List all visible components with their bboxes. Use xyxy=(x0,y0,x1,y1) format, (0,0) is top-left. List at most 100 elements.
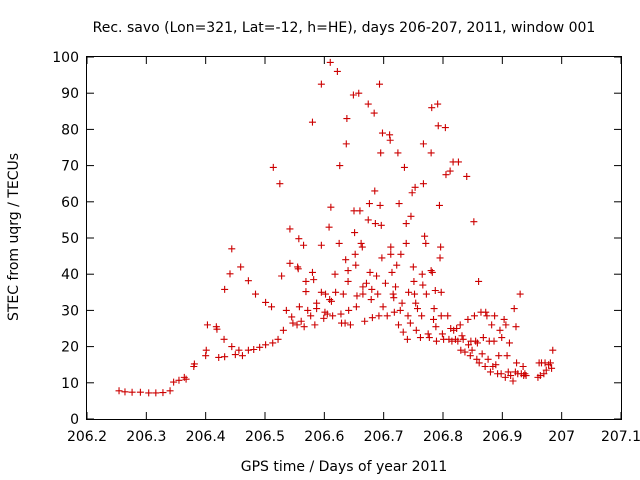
data-point xyxy=(412,326,420,334)
data-point xyxy=(353,292,361,300)
data-point xyxy=(352,261,360,269)
x-tick-label: 206.2 xyxy=(67,429,107,445)
data-point xyxy=(402,239,410,247)
data-point xyxy=(175,376,183,384)
data-point xyxy=(310,276,318,284)
y-tick-label: 20 xyxy=(61,340,79,356)
data-point xyxy=(297,317,305,325)
data-point xyxy=(389,290,397,298)
data-point xyxy=(481,363,489,371)
data-point xyxy=(332,288,340,296)
data-point xyxy=(274,335,282,343)
data-point xyxy=(398,299,406,307)
data-point xyxy=(221,285,229,293)
data-point xyxy=(295,303,303,311)
x-tick-label: 206.3 xyxy=(126,429,166,445)
data-point xyxy=(396,306,404,314)
data-point xyxy=(307,312,315,320)
data-point xyxy=(486,368,494,376)
data-point xyxy=(446,167,454,175)
data-point xyxy=(394,149,402,157)
data-point xyxy=(343,115,351,123)
data-point xyxy=(375,312,383,320)
data-point xyxy=(397,250,405,258)
data-point xyxy=(350,207,358,215)
x-tick-label: 206.7 xyxy=(364,429,404,445)
data-point xyxy=(501,373,509,381)
data-point xyxy=(549,346,557,354)
data-point xyxy=(411,290,419,298)
data-point xyxy=(419,281,427,289)
y-tick-label: 0 xyxy=(70,412,79,428)
data-point xyxy=(463,172,471,180)
data-point xyxy=(170,378,178,386)
data-point xyxy=(203,321,211,329)
data-point xyxy=(368,314,376,322)
data-point xyxy=(367,296,375,304)
data-point xyxy=(286,225,294,233)
data-point xyxy=(519,363,527,371)
data-point xyxy=(308,118,316,126)
data-point xyxy=(269,163,277,171)
data-point xyxy=(504,368,512,376)
data-point xyxy=(289,319,297,327)
data-point xyxy=(300,323,308,331)
data-point xyxy=(521,370,529,378)
x-tick-label: 207 xyxy=(548,429,575,445)
data-point xyxy=(393,261,401,269)
data-point xyxy=(136,388,144,396)
data-point xyxy=(402,220,410,228)
x-tick-label: 206.6 xyxy=(304,429,344,445)
data-point xyxy=(454,158,462,166)
data-point xyxy=(492,361,500,369)
data-point xyxy=(448,337,456,345)
data-point xyxy=(282,306,290,314)
data-point xyxy=(362,279,370,287)
data-point xyxy=(408,189,416,197)
data-point xyxy=(454,337,462,345)
data-point xyxy=(381,279,389,287)
data-point xyxy=(295,235,303,243)
data-point xyxy=(395,321,402,329)
data-point xyxy=(465,341,473,349)
data-point xyxy=(413,305,421,313)
plot-frame xyxy=(86,56,622,420)
data-point xyxy=(378,254,386,262)
x-tick-label: 207.1 xyxy=(601,429,640,445)
data-point xyxy=(325,223,333,231)
data-point xyxy=(411,183,419,191)
data-point xyxy=(159,389,167,397)
data-point xyxy=(317,80,325,88)
x-tick-label: 206.5 xyxy=(245,429,285,445)
data-point xyxy=(479,334,487,342)
data-point xyxy=(484,355,492,363)
data-point xyxy=(228,343,236,351)
data-point xyxy=(425,334,433,342)
data-point xyxy=(390,294,398,302)
data-point xyxy=(366,268,374,276)
data-point xyxy=(548,364,556,372)
data-point xyxy=(516,290,524,298)
data-point xyxy=(231,351,239,359)
data-point xyxy=(470,312,478,320)
data-point xyxy=(464,315,472,323)
data-point xyxy=(495,352,503,360)
data-point xyxy=(364,216,372,224)
y-tick-label: 10 xyxy=(61,376,79,392)
data-point xyxy=(244,277,252,285)
data-point xyxy=(441,124,449,132)
data-point xyxy=(364,100,372,108)
data-point xyxy=(496,326,504,334)
data-point xyxy=(342,256,350,264)
data-point xyxy=(365,200,373,208)
data-point xyxy=(418,270,426,278)
data-point xyxy=(468,346,476,354)
data-point xyxy=(428,104,436,112)
data-point xyxy=(416,334,424,342)
data-point xyxy=(491,312,499,320)
y-tick-label: 40 xyxy=(61,267,79,283)
data-point xyxy=(302,288,310,296)
data-point xyxy=(431,286,439,294)
data-point xyxy=(419,180,427,188)
data-point xyxy=(434,122,442,130)
